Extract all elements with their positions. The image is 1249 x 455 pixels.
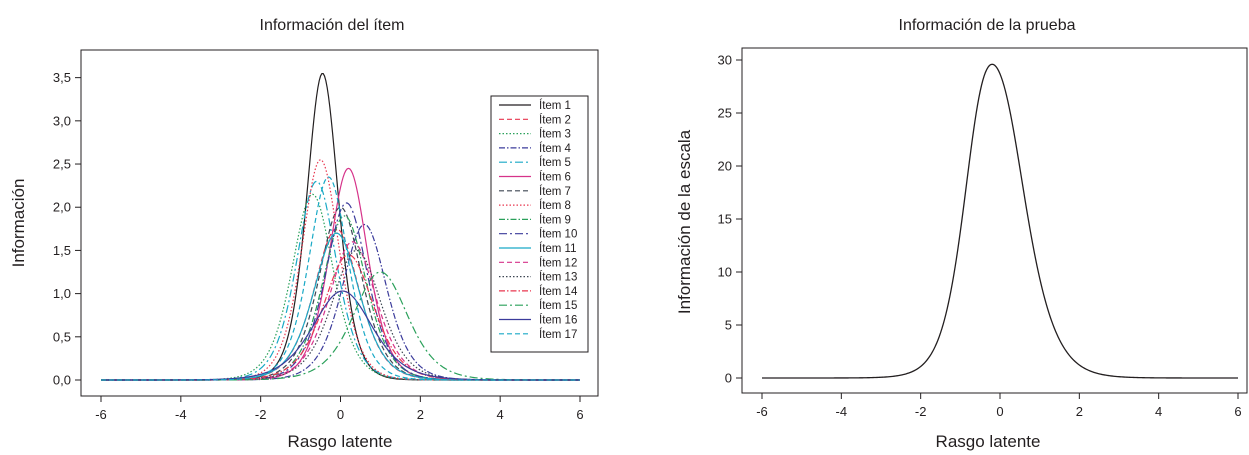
legend-label: Ítem 7 — [539, 185, 571, 198]
y-tick-label: 30 — [718, 53, 732, 68]
x-tick-label: -6 — [756, 404, 768, 419]
legend-label: Ítem 1 — [539, 99, 571, 112]
legend-label: Ítem 9 — [539, 213, 571, 226]
item-curves — [101, 73, 580, 381]
y-tick-label: 0,5 — [53, 329, 71, 344]
y-tick-label: 0 — [725, 371, 732, 386]
x-tick-label: 2 — [417, 407, 424, 422]
y-tick-label: 2,5 — [53, 157, 71, 172]
y-tick-label: 10 — [718, 265, 732, 280]
item-curve — [101, 176, 580, 381]
x-axis-ticks: -6 -4 -2 0 2 4 6 — [756, 393, 1242, 419]
x-tick-label: 0 — [337, 407, 344, 422]
x-tick-label: -2 — [255, 407, 267, 422]
y-tick-label: 0,0 — [53, 373, 71, 388]
x-tick-label: -4 — [175, 407, 187, 422]
item-information-chart: Información del ítem 0,0 0,5 1,0 1,5 2,0 2,5 3… — [9, 17, 599, 451]
legend-label: Ítem 2 — [539, 113, 571, 126]
y-axis-ticks: 0 5 10 15 20 25 30 — [718, 53, 742, 386]
x-tick-label: -6 — [95, 407, 107, 422]
legend-label: Ítem 3 — [539, 128, 571, 141]
item-curve — [101, 159, 580, 381]
legend-label: Ítem 6 — [539, 171, 571, 184]
legend-label: Ítem 5 — [539, 156, 571, 169]
y-tick-label: 1,0 — [53, 286, 71, 301]
y-axis-label: Información de la escala — [675, 129, 694, 314]
legend-label: Ítem 15 — [539, 299, 577, 312]
y-tick-label: 3,5 — [53, 70, 71, 85]
item-curve — [101, 167, 580, 381]
y-axis-label: Información — [9, 179, 28, 268]
item-curve — [101, 215, 580, 381]
x-tick-label: -2 — [915, 404, 927, 419]
y-tick-label: 15 — [718, 212, 732, 227]
x-tick-label: 4 — [497, 407, 504, 422]
legend-label: Ítem 13 — [539, 271, 577, 284]
y-tick-label: 2,0 — [53, 200, 71, 215]
y-tick-label: 20 — [718, 159, 732, 174]
x-tick-label: 6 — [1234, 404, 1241, 419]
item-curve — [101, 249, 580, 381]
x-axis-label: Rasgo latente — [936, 432, 1041, 451]
legend-label: Ítem 8 — [539, 199, 571, 212]
test-curves — [762, 63, 1238, 379]
y-tick-label: 25 — [718, 106, 732, 121]
legend-label: Ítem 14 — [539, 285, 578, 298]
x-axis-label: Rasgo latente — [288, 432, 393, 451]
legend-box — [490, 95, 589, 353]
y-tick-label: 1,5 — [53, 243, 71, 258]
legend-label: Ítem 17 — [539, 328, 577, 341]
item-curve — [101, 228, 580, 381]
chart-title: Información del ítem — [260, 17, 405, 34]
y-tick-label: 5 — [725, 318, 732, 333]
legend-label: Ítem 12 — [539, 256, 577, 269]
x-tick-label: 2 — [1076, 404, 1083, 419]
item-curve — [101, 232, 580, 381]
x-tick-label: 0 — [996, 404, 1003, 419]
legend-label: Ítem 4 — [539, 142, 572, 155]
test-information-curve — [762, 63, 1238, 379]
item-curve — [101, 254, 580, 381]
x-tick-label: 4 — [1155, 404, 1162, 419]
y-axis-ticks: 0,0 0,5 1,0 1,5 2,0 2,5 3,0 3,5 — [53, 70, 81, 388]
item-curve — [101, 271, 580, 381]
x-axis-ticks: -6 -4 -2 0 2 4 6 — [95, 396, 584, 422]
item-curve — [101, 290, 580, 381]
chart-title: Información de la prueba — [899, 17, 1076, 34]
x-tick-label: -4 — [836, 404, 848, 419]
x-tick-label: 6 — [576, 407, 583, 422]
plot-frame — [741, 47, 1248, 394]
plot-frame — [80, 49, 599, 397]
legend-label: Ítem 16 — [539, 314, 577, 327]
legend-label: Ítem 10 — [539, 228, 577, 241]
y-tick-label: 3,0 — [53, 113, 71, 128]
legend-label: Ítem 11 — [539, 242, 577, 255]
